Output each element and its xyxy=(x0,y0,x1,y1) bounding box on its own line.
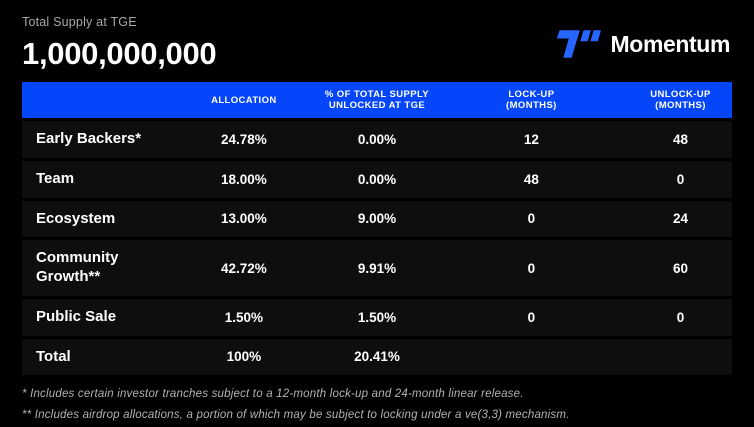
col-header-lockup-line2: (MONTHS) xyxy=(506,100,557,111)
total-supply-value: 1,000,000,000 xyxy=(22,36,217,71)
table-row: Early Backers* 24.78% 0.00% 12 48 xyxy=(22,119,732,160)
row-lockup: 0 xyxy=(527,260,536,276)
row-unlockup xyxy=(629,337,732,375)
row-unlockup: 0 xyxy=(676,171,685,187)
allocation-table: ALLOCATION % OF TOTAL SUPPLY UNLOCKED AT… xyxy=(22,82,732,376)
row-unlockup: 48 xyxy=(673,131,689,147)
table-row-total: Total 100% 20.41% xyxy=(22,337,732,376)
row-unlockup: 60 xyxy=(673,260,689,276)
col-header-name xyxy=(22,82,168,120)
row-allocation: 24.78% xyxy=(220,131,267,147)
row-lockup: 48 xyxy=(523,171,539,187)
row-pct-tge: 9.91% xyxy=(357,260,397,276)
row-name: Public Sale xyxy=(36,307,117,325)
col-header-allocation: ALLOCATION xyxy=(167,82,321,120)
row-unlockup: 24 xyxy=(673,211,689,227)
table-row: Community Growth** 42.72% 9.91% 0 60 xyxy=(22,238,732,298)
col-header-lockup: LOCK-UP (MONTHS) xyxy=(433,82,630,120)
allocation-table-header: ALLOCATION % OF TOTAL SUPPLY UNLOCKED AT… xyxy=(22,82,732,120)
col-header-pct-tge-line1: % OF TOTAL SUPPLY xyxy=(324,89,430,100)
col-header-allocation-line1: ALLOCATION xyxy=(211,94,277,106)
table-row: Public Sale 1.50% 1.50% 0 0 xyxy=(22,297,732,337)
row-name: Community Growth** xyxy=(36,249,119,285)
col-header-unlockup-line1: UNLOCK-UP xyxy=(650,89,711,100)
row-allocation: 100% xyxy=(226,349,262,365)
total-supply-label: Total Supply at TGE xyxy=(22,15,137,29)
col-header-unlockup: UNLOCK-UP (MONTHS) xyxy=(629,82,732,120)
row-pct-tge: 9.00% xyxy=(357,211,397,227)
table-row: Ecosystem 13.00% 9.00% 0 24 xyxy=(22,199,732,239)
footnotes: * Includes certain investor tranches sub… xyxy=(22,388,732,421)
topbar: Total Supply at TGE 1,000,000,000 Moment… xyxy=(0,0,754,72)
brand-name: Momentum xyxy=(610,30,731,57)
row-pct-tge: 0.00% xyxy=(357,171,397,187)
momentum-logo-icon xyxy=(556,30,601,58)
row-pct-tge: 0.00% xyxy=(357,131,397,147)
row-allocation: 42.72% xyxy=(220,260,267,276)
row-allocation: 1.50% xyxy=(224,309,263,325)
total-supply-block: Total Supply at TGE 1,000,000,000 xyxy=(22,15,217,72)
row-lockup: 0 xyxy=(527,211,536,227)
row-allocation: 13.00% xyxy=(220,211,267,227)
brand: Momentum xyxy=(555,29,730,59)
col-header-pct-tge: % OF TOTAL SUPPLY UNLOCKED AT TGE xyxy=(320,82,434,120)
row-name: Ecosystem xyxy=(36,209,116,227)
row-lockup: 0 xyxy=(527,309,536,325)
row-name: Total xyxy=(36,347,71,365)
footnote-community-growth: ** Includes airdrop allocations, a porti… xyxy=(22,409,570,422)
col-header-lockup-line1: LOCK-UP xyxy=(508,89,555,100)
row-pct-tge: 20.41% xyxy=(354,349,400,365)
row-lockup xyxy=(434,337,629,375)
row-name: Early Backers* xyxy=(36,130,142,147)
col-header-unlockup-line2: (MONTHS) xyxy=(655,100,706,111)
footnote-early-backers: * Includes certain investor tranches sub… xyxy=(22,388,524,401)
row-name: Team xyxy=(36,169,75,187)
table-row: Team 18.00% 0.00% 48 0 xyxy=(22,159,732,199)
row-unlockup: 0 xyxy=(676,309,685,325)
row-pct-tge: 1.50% xyxy=(357,309,397,325)
col-header-pct-tge-line2: UNLOCKED AT TGE xyxy=(328,100,426,111)
row-allocation: 18.00% xyxy=(220,171,267,187)
row-lockup: 12 xyxy=(523,131,539,147)
